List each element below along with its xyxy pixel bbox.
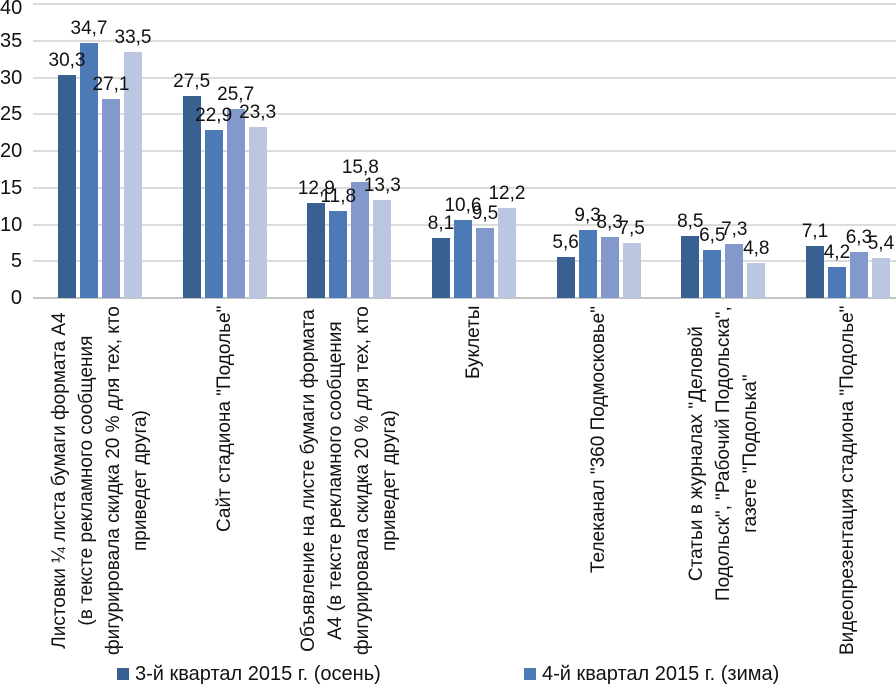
gridline <box>33 150 896 152</box>
bar <box>681 236 700 298</box>
bar <box>600 237 619 298</box>
bar <box>204 130 223 298</box>
bar <box>805 246 824 298</box>
bar-value-label: 27,1 <box>92 74 130 95</box>
bar-value-label: 30,3 <box>48 50 86 71</box>
y-tick-label: 25 <box>0 103 23 126</box>
bar <box>226 109 245 298</box>
bar <box>248 127 267 298</box>
bar <box>58 75 76 298</box>
bar-value-label: 7,1 <box>801 221 829 242</box>
bar <box>497 208 516 298</box>
bar <box>703 250 722 298</box>
bar-value-label: 34,7 <box>70 18 108 39</box>
y-tick-label: 5 <box>10 250 22 273</box>
bar <box>307 203 326 298</box>
bar-value-label: 22,9 <box>195 105 233 126</box>
y-tick-label: 30 <box>0 66 23 89</box>
bar <box>475 228 494 298</box>
bar-value-label: 13,3 <box>363 175 401 196</box>
bar <box>871 258 890 298</box>
y-tick-label: 10 <box>0 213 23 236</box>
category-label: Объявление на листе бумаги формата А4 (в… <box>298 306 401 655</box>
bar-value-label: 7,3 <box>721 219 748 240</box>
y-tick-label: 0 <box>10 287 22 309</box>
x-axis-line <box>33 297 896 299</box>
bar <box>453 220 472 298</box>
legend-marker-q4-icon <box>524 668 536 680</box>
gridline <box>33 39 896 42</box>
category-label: Статьи в журналах "Деловой Подольск", "Р… <box>685 306 761 601</box>
bar <box>80 43 98 298</box>
gridline <box>33 186 896 189</box>
bar-value-label: 15,8 <box>341 157 379 178</box>
bar <box>124 52 142 298</box>
legend-item-q4-2015: 4-й квартал 2015 г. (зима) <box>524 661 779 687</box>
bar <box>182 96 201 298</box>
bar-value-label: 7,5 <box>618 218 645 239</box>
bar-value-label: 33,5 <box>114 27 152 48</box>
bar <box>622 243 641 298</box>
bar-value-label: 12,9 <box>297 178 335 199</box>
bar-value-label: 9,5 <box>471 203 499 224</box>
bar <box>827 267 846 298</box>
bar-value-label: 6,5 <box>699 225 726 246</box>
bar <box>351 182 370 298</box>
legend-item-q3-2015: 3-й квартал 2015 г. (осень) <box>117 661 381 687</box>
bar-value-label: 12,2 <box>488 183 526 204</box>
bar <box>578 230 597 298</box>
bar-value-label: 4,8 <box>743 238 770 259</box>
bar-value-label: 9,3 <box>574 205 601 226</box>
bar <box>725 244 744 298</box>
y-tick-label: 35 <box>0 29 23 52</box>
bar <box>329 211 348 298</box>
bar-value-label: 4,2 <box>823 242 851 263</box>
y-tick-label: 15 <box>0 176 23 199</box>
y-tick-label: 40 <box>0 0 23 19</box>
bar <box>747 263 766 298</box>
bar <box>102 99 120 298</box>
category-label: Видеопрезентация стадиона "Подолье" <box>837 305 859 655</box>
category-label: Буклеты <box>463 305 485 379</box>
legend-label-q4: 4-й квартал 2015 г. (зима) <box>542 663 780 685</box>
bar-value-label: 8,3 <box>596 212 623 233</box>
bar <box>556 257 575 298</box>
bar-value-label: 27,5 <box>173 71 211 92</box>
category-label: Листовки ¼ листа бумаги формата А4 (в те… <box>49 306 151 655</box>
bar-value-label: 5,6 <box>552 232 579 253</box>
category-label: Телеканал "360 Подмосковье" <box>588 306 610 573</box>
bar-value-label: 23,3 <box>239 102 277 123</box>
gridline <box>33 76 896 79</box>
bar <box>431 238 450 298</box>
bar-value-label: 11,8 <box>320 186 357 207</box>
bar <box>373 200 392 298</box>
bar-value-label: 5,4 <box>867 233 895 254</box>
gridline <box>33 113 896 116</box>
bar-value-label: 8,1 <box>427 213 455 234</box>
bar <box>849 252 868 298</box>
legend-marker-q3-icon <box>117 668 129 680</box>
bar-value-label: 10,6 <box>444 195 482 216</box>
y-tick-label: 20 <box>0 140 23 162</box>
category-label: Сайт стадиона "Подолье" <box>214 305 236 532</box>
legend-label-q3: 3-й квартал 2015 г. (осень) <box>135 663 381 685</box>
bar-value-label: 6,3 <box>845 227 873 248</box>
gridline <box>33 3 896 5</box>
bar-value-label: 8,5 <box>677 211 704 232</box>
bar-value-label: 25,7 <box>217 84 255 105</box>
